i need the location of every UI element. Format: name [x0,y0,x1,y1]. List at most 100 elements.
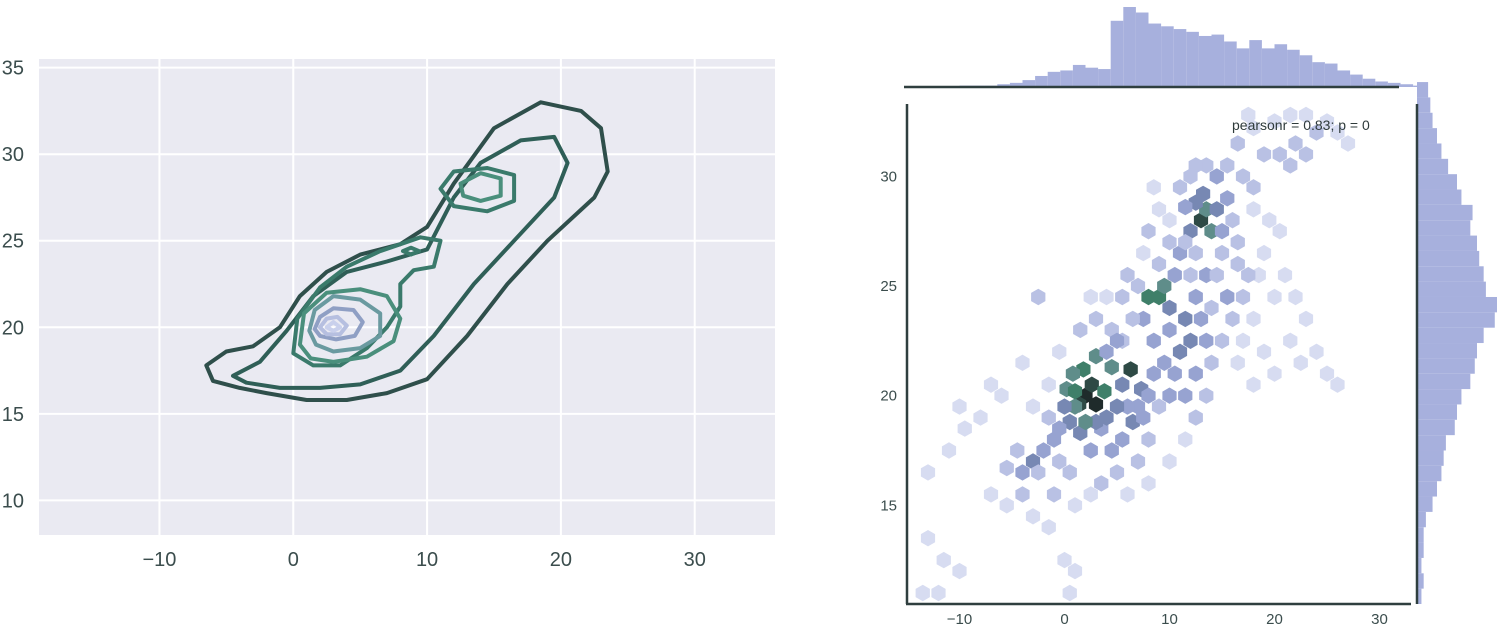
kde-y-tick-label: 25 [2,231,24,253]
hexbin-cell [1141,387,1156,404]
marginal-y-bar [1417,435,1446,451]
marginal-y-bar [1417,419,1455,436]
hexbin-cell [1097,383,1112,400]
hexbin-cell [1052,453,1067,470]
hexbin-cell [1319,365,1335,382]
marginal-x-bar [1299,55,1313,87]
marginal-x-bar [1110,20,1124,87]
marginal-x-bar [1287,49,1300,87]
hexbin-cell [1214,332,1230,349]
hexbin-cell [999,497,1014,514]
joint-x-tick-label: 10 [1161,611,1178,628]
joint-y-tick-label: 25 [880,278,897,295]
hexbin-cell [1151,255,1167,273]
kde-contour-line [291,235,443,368]
kde-contour-line [231,134,570,390]
hexbin-cell [1130,453,1146,470]
marginal-y-bar [1417,250,1480,267]
hexbin-cell [1256,146,1272,163]
marginal-x-bar [1198,35,1212,87]
hexbin-cell [957,420,972,437]
marginal-y-bar [1417,557,1422,574]
hexbin-cell [999,459,1014,477]
hexbin-cell [1172,179,1188,196]
hexbin-cell [1196,185,1211,203]
hexbin-cell [1109,464,1125,481]
marginal-y-bar [1417,527,1424,543]
hexbin-cell [1188,365,1203,382]
hexbin-cell [920,464,936,481]
marginal-y-bar [1417,281,1486,297]
hexbin-cell [1209,168,1224,185]
kde-x-tick-labels: −10 0 10 20 30 [142,549,705,571]
kde-y-tick-labels: 10 15 20 25 30 35 [2,58,24,513]
hexbin-cell [1088,310,1104,328]
marginal-x-bar [1274,44,1288,87]
marginal-x-bar [1148,23,1162,87]
hexbin-cell [1235,168,1251,185]
marginal-y-bar [1417,511,1426,528]
hexbin-cell [1246,376,1261,393]
marginal-x-bar [1173,29,1187,87]
marginal-x-bar [1072,64,1086,87]
hexbin-cell [1246,179,1261,196]
hexbin-cell [1084,376,1099,393]
marginal-x-bar [1035,75,1048,87]
hexbin-cell [1283,106,1298,124]
marginal-y-bar [1417,128,1437,144]
hexbin-cell [1162,453,1177,470]
marginal-x-histogram [959,7,1426,87]
marginal-y-bar [1417,358,1475,374]
hexbin-cell [1031,288,1046,306]
hexbin-cell [1230,255,1245,273]
hexbin-cell [1220,288,1235,306]
marginal-x-bar [1236,48,1250,87]
hexbin-cell [1015,464,1030,481]
marginal-y-bar [1417,465,1442,482]
kde-plot: −10 0 10 20 30 10 15 20 25 30 35 [2,58,775,571]
marginal-y-bar [1417,174,1457,190]
marginal-y-bar [1417,312,1495,328]
hexbin-cell [1141,475,1156,492]
marginal-x-bar [1161,26,1174,87]
hexbin-cell [936,551,951,569]
hexbin-cell [1330,376,1345,393]
hexbin-cell [1178,198,1193,216]
marginal-x-bar [1375,81,1388,87]
hexbin-cell [1298,310,1314,328]
marginal-x-bar [1387,82,1401,87]
marginal-y-bar [1417,296,1497,313]
kde-contour-line [458,171,503,203]
hexbin-cell [1309,124,1324,141]
marginal-x-bar [997,84,1010,87]
hexbin-cell [920,530,936,547]
marginal-x-bar [1047,71,1061,87]
hexbin-cell [1062,464,1077,481]
marginal-y-bar [1417,204,1473,221]
hexbin-cell [1125,310,1140,328]
joint-y-tick-labels: 15 20 25 30 [880,168,897,514]
marginal-y-bar [1417,97,1431,113]
hexbin-cell [1241,266,1256,284]
hexbin-cell [1151,398,1167,415]
kde-contour-lines [204,100,610,402]
marginal-x-bar [1211,34,1225,87]
hexbin-cell [915,584,930,602]
hexbin-cell [1241,106,1256,124]
marginal-y-bar [1417,220,1471,236]
hexbin-cell [1088,396,1104,413]
marginal-y-bar [1417,450,1444,466]
marginal-y-bar [1417,112,1433,129]
hexbin-cell [1193,310,1209,328]
hexbin-cell [1083,486,1098,503]
hexbin-cell [1178,310,1193,328]
hexbin-cell [1115,431,1130,448]
hexbin-cell [1141,223,1156,240]
hexbin-cell [1015,486,1030,503]
hexbin-cell [1025,508,1041,525]
hexbin-cell [1141,431,1156,448]
hexbin-cell [1225,310,1240,328]
hexbin-cell [1235,332,1251,349]
joint-x-tick-label: 30 [1371,611,1388,628]
hexbin-cell [1162,321,1177,339]
